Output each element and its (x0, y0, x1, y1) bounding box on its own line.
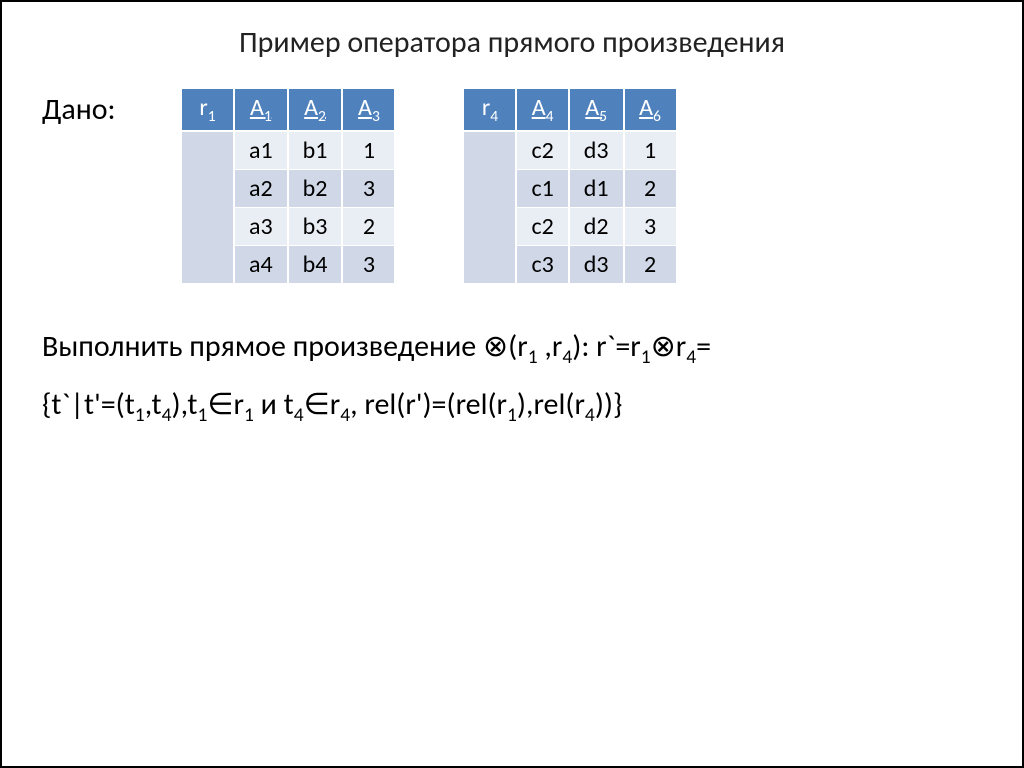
given-label: Дано: (42, 89, 182, 128)
cell: b2 (288, 169, 343, 207)
tables-container: r1 A1 A2 A3 (182, 89, 676, 283)
cell: c2 (516, 131, 568, 170)
cell: 2 (624, 169, 676, 207)
rel-name-sub: 4 (490, 107, 498, 126)
cell: 3 (342, 245, 394, 283)
col-header: A3 (342, 89, 394, 131)
cell: c1 (516, 169, 568, 207)
otimes-icon: ⊗ (483, 330, 508, 363)
rel-name-text: r (482, 93, 490, 122)
table-row: c2 d3 1 (464, 131, 675, 170)
relation-table-r1: r1 A1 A2 A3 (182, 89, 394, 283)
relation-name-header: r1 (182, 89, 234, 131)
cell: c2 (516, 207, 568, 245)
relation-name-header: r4 (464, 89, 516, 131)
cell: c3 (516, 245, 568, 283)
task-text: Выполнить прямое произведение ⊗(r1 ,r4):… (42, 323, 982, 431)
cell: 1 (342, 131, 394, 170)
cell: 1 (624, 131, 676, 170)
col-header: A2 (288, 89, 343, 131)
cell: b1 (288, 131, 343, 170)
cell: b4 (288, 245, 343, 283)
col-header: A5 (569, 89, 624, 131)
cell: d3 (569, 131, 624, 170)
rel-name-cell (182, 131, 234, 283)
rel-name-sub: 1 (208, 107, 216, 126)
cell: b3 (288, 207, 343, 245)
cell: 2 (624, 245, 676, 283)
cell: a2 (234, 169, 288, 207)
otimes-icon: ⊗ (651, 330, 676, 363)
cell: a3 (234, 207, 288, 245)
col-header: A6 (624, 89, 676, 131)
col-header: A4 (516, 89, 568, 131)
cell: 3 (342, 169, 394, 207)
slide-title: Пример оператора прямого произведения (42, 24, 982, 61)
relation-table-r4: r4 A4 A5 A6 (464, 89, 675, 283)
cell: 3 (624, 207, 676, 245)
cell: d2 (569, 207, 624, 245)
cell: d3 (569, 245, 624, 283)
given-section: Дано: r1 A1 A2 A3 (42, 89, 982, 283)
task-line-2: {t`|t'=(t1,t4),t1∈r1 и t4∈r4, rel(r')=(r… (42, 381, 982, 431)
slide-frame: Пример оператора прямого произведения Да… (0, 0, 1024, 768)
cell: a1 (234, 131, 288, 170)
col-header: A1 (234, 89, 288, 131)
rel-name-cell (464, 131, 516, 283)
task-line-1: Выполнить прямое произведение ⊗(r1 ,r4):… (42, 323, 982, 373)
rel-name-text: r (199, 93, 207, 122)
table-row: a1 b1 1 (182, 131, 394, 170)
cell: a4 (234, 245, 288, 283)
cell: 2 (342, 207, 394, 245)
cell: d1 (569, 169, 624, 207)
